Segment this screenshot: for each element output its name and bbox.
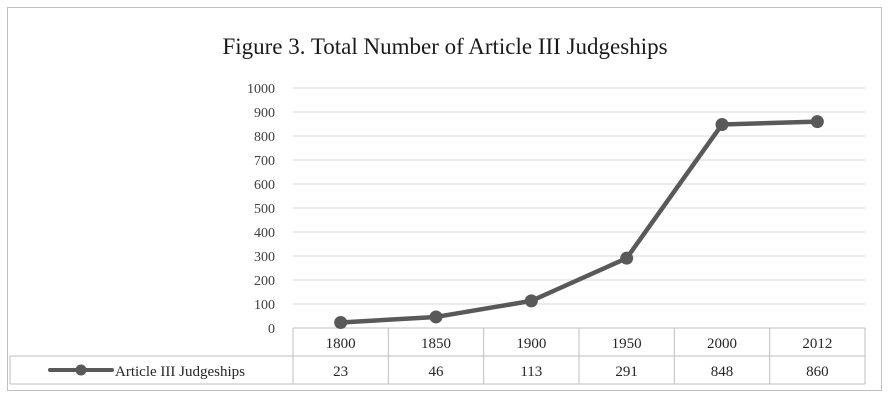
legend-label: Article III Judgeships [115,364,245,380]
data-point-1800 [334,315,348,329]
y-axis-ticks: 0 100 200 300 400 500 600 700 800 900 1000 [247,82,275,337]
y-tick-label: 200 [254,274,275,289]
table-value-cell: 860 [806,364,829,380]
data-point-1850 [429,310,443,324]
table-value-cell: 46 [429,364,445,380]
chart-title: Figure 3. Total Number of Article III Ju… [222,34,667,59]
table-value-cell: 23 [333,364,348,380]
data-point-1900 [524,294,538,308]
y-tick-label: 0 [268,322,275,337]
x-category-label: 1800 [326,336,356,352]
y-tick-label: 700 [254,154,275,169]
data-point-2000 [715,117,729,131]
data-table: 1800 23 1850 46 1900 113 1950 291 2000 848 2012 860… [9,327,866,385]
y-tick-label: 500 [254,202,275,217]
figure-frame [7,7,882,391]
x-category-label: 1900 [516,336,546,352]
x-category-label: 1850 [421,336,451,352]
y-tick-label: 100 [254,298,275,313]
series-line-article-iii-judgeships [338,119,820,325]
x-category-label: 2012 [802,336,832,352]
data-point-1950 [620,251,634,265]
series-layer [334,115,824,329]
x-category-label: 1950 [612,336,642,352]
y-tick-label: 1000 [247,82,275,97]
data-point-2012 [810,115,824,129]
y-tick-label: 600 [254,178,275,193]
x-category-label: 2000 [707,336,737,352]
legend-marker-key [75,364,87,376]
y-tick-label: 800 [254,130,275,145]
table-value-cell: 113 [520,364,542,380]
table-value-cell: 291 [615,364,638,380]
y-tick-label: 900 [254,106,275,121]
y-tick-label: 300 [254,250,275,265]
table-value-cell: 848 [711,364,734,380]
y-tick-label: 400 [254,226,275,241]
